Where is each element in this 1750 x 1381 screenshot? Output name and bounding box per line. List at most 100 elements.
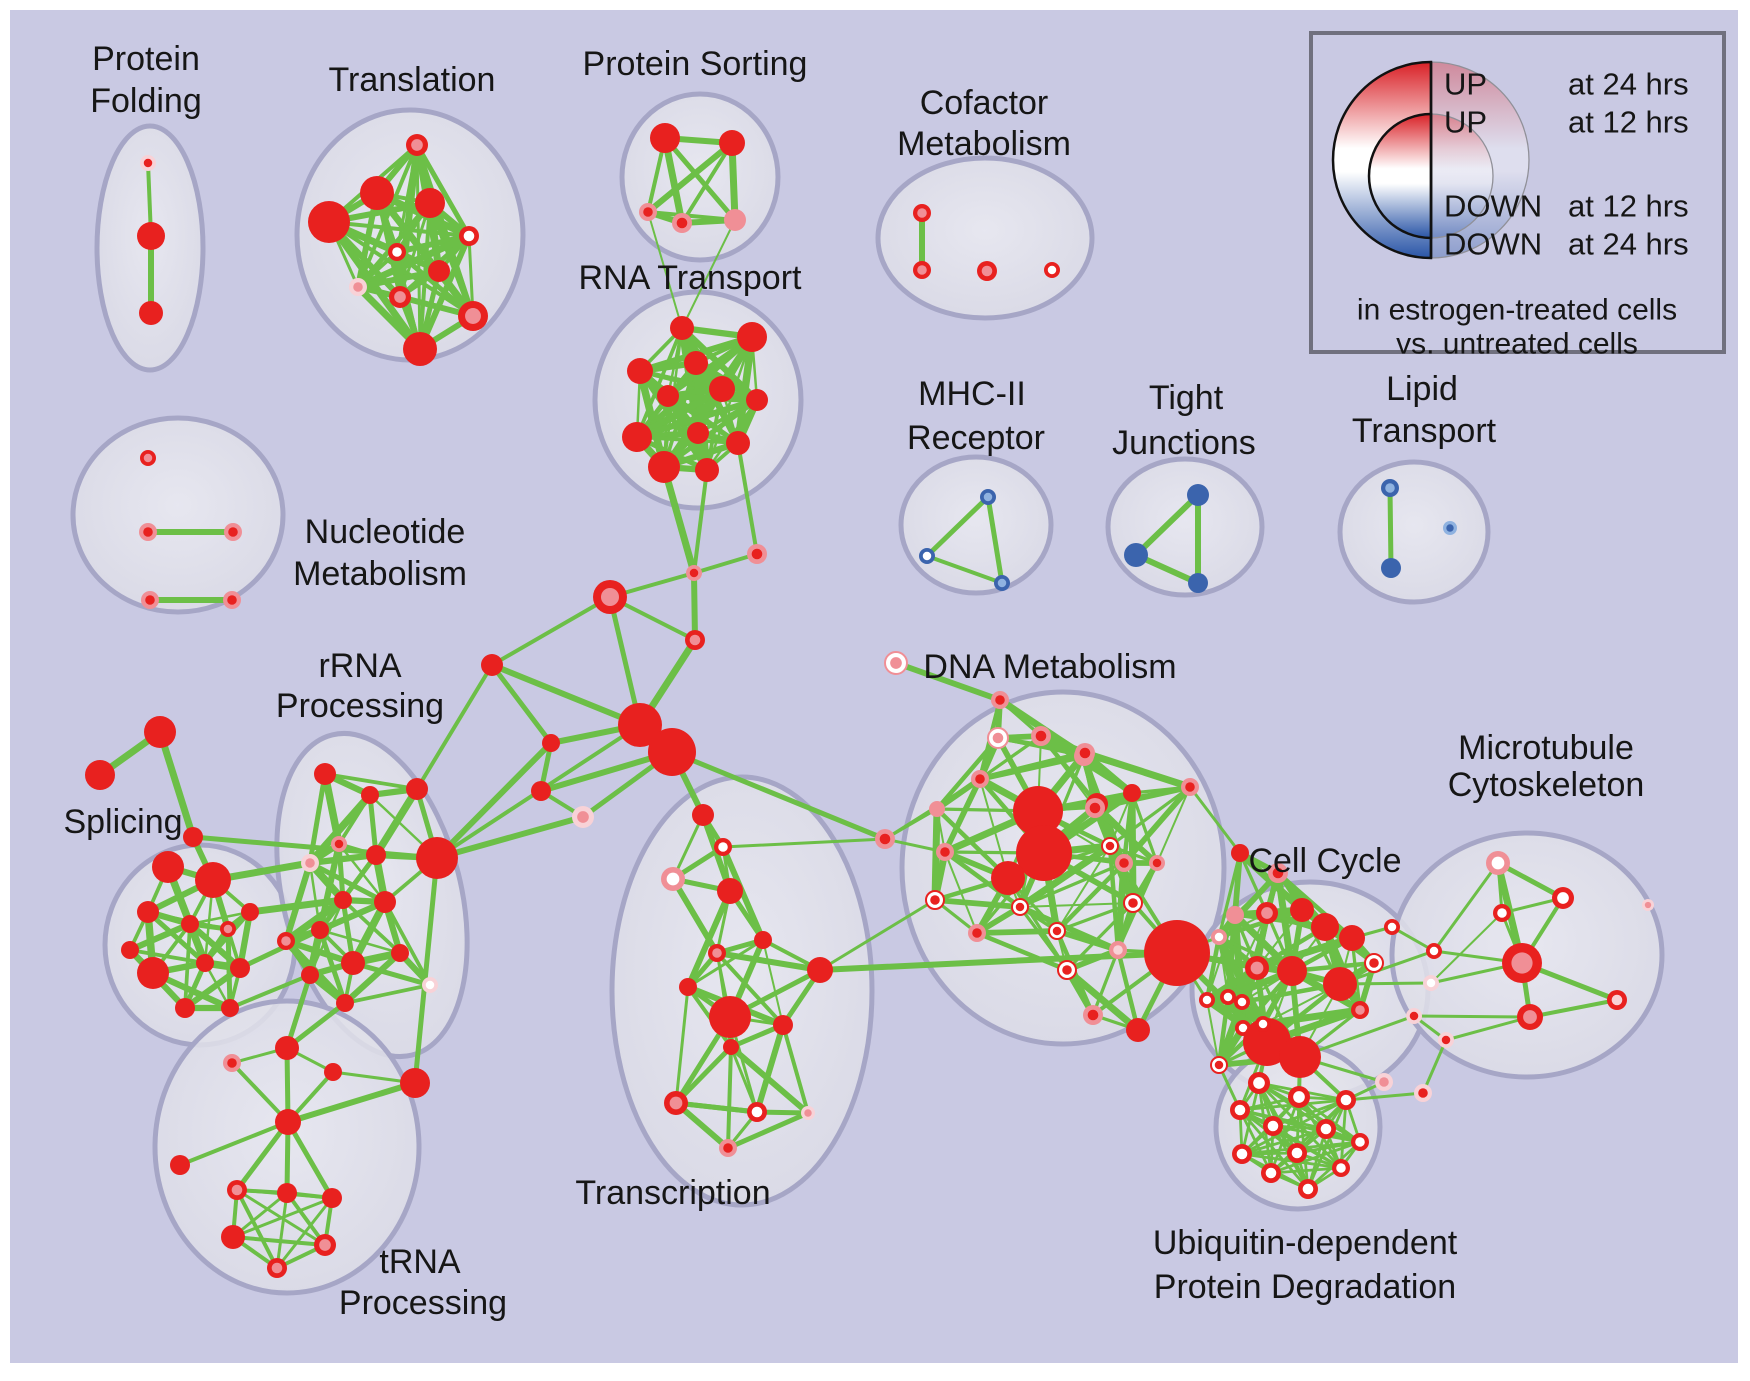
edge <box>1271 1124 1362 1144</box>
edge <box>883 837 947 854</box>
node <box>360 176 394 210</box>
edge <box>316 898 389 934</box>
node-core <box>577 811 589 823</box>
node <box>277 1183 297 1203</box>
node <box>400 1068 430 1098</box>
node-core <box>1409 1011 1419 1021</box>
node-core <box>227 595 237 605</box>
cluster-label-protein-folding: Folding <box>90 82 202 120</box>
edge <box>974 930 1070 973</box>
node-core <box>353 282 363 292</box>
node <box>361 786 379 804</box>
edge <box>412 855 440 1086</box>
edge <box>367 792 379 858</box>
node-core <box>804 1109 812 1117</box>
legend-time-label: at 12 hrs <box>1568 189 1689 224</box>
edge <box>1092 784 1193 811</box>
node <box>1124 543 1148 567</box>
node <box>1290 898 1314 922</box>
cluster-label-lipid-transport: Lipid <box>1386 370 1458 408</box>
cluster-labels: Protein Folding Translation Protein Sorting… <box>63 40 1644 1322</box>
edge <box>284 1000 348 1051</box>
node-core <box>917 265 927 275</box>
node <box>679 978 697 996</box>
cluster-label-microtubule-cytoskeleton: Microtubule <box>1458 729 1634 767</box>
edge <box>306 791 374 867</box>
edge <box>323 772 419 791</box>
node-core <box>1441 1035 1451 1045</box>
node-core <box>666 872 680 886</box>
edge <box>306 851 380 867</box>
edge <box>434 740 554 861</box>
edge <box>1344 1091 1425 1102</box>
edge <box>490 595 612 667</box>
node <box>991 861 1025 895</box>
edge <box>726 1045 733 1150</box>
edge <box>1421 1038 1448 1095</box>
edge <box>1156 786 1191 864</box>
edge <box>282 896 347 945</box>
edge <box>730 1046 809 1114</box>
node <box>170 1155 190 1175</box>
edge <box>754 1022 786 1115</box>
edge <box>680 141 734 225</box>
node-core <box>995 695 1005 705</box>
legend-donut-faded-half <box>1430 113 1494 239</box>
node <box>403 332 437 366</box>
edge <box>285 1119 335 1201</box>
edge <box>762 939 784 1026</box>
cluster-label-nucleotide-metabolism: Nucleotide <box>305 513 466 551</box>
node-core <box>1253 1077 1265 1089</box>
cluster-label-protein-sorting: Protein Sorting <box>583 45 808 83</box>
node <box>230 958 250 978</box>
node-core <box>751 1106 763 1118</box>
edge <box>978 734 1043 781</box>
edge <box>660 463 698 577</box>
edge <box>126 920 194 954</box>
node <box>746 389 768 411</box>
node <box>684 351 708 375</box>
edge <box>275 1196 334 1270</box>
edge <box>635 326 684 439</box>
edge <box>427 200 476 319</box>
node <box>416 837 458 879</box>
edge <box>225 926 233 1011</box>
node-core <box>669 1096 683 1110</box>
node-core <box>1079 747 1091 759</box>
edge <box>1016 842 1114 911</box>
edge <box>1528 998 1619 1019</box>
node <box>657 385 679 407</box>
edge <box>1018 861 1126 909</box>
node <box>650 123 680 153</box>
node-core <box>1320 1123 1332 1135</box>
node-core <box>1291 1147 1303 1159</box>
edge <box>181 964 244 1012</box>
edge <box>237 927 323 971</box>
node <box>622 422 652 452</box>
edge <box>414 142 472 239</box>
cluster-label-protein-folding: Protein <box>92 40 200 78</box>
node <box>366 845 386 865</box>
edge <box>925 554 1004 585</box>
cluster-label-ubiquitin-degradation: Ubiquitin-dependent <box>1153 1224 1458 1262</box>
edge <box>944 851 978 934</box>
node-core <box>1119 858 1129 868</box>
edge <box>942 849 1023 910</box>
node <box>1381 558 1401 578</box>
edge <box>1055 901 1135 933</box>
node <box>627 358 653 384</box>
edge <box>720 844 766 943</box>
node <box>1311 913 1339 941</box>
edge <box>1204 934 1222 1003</box>
edge <box>275 1191 289 1270</box>
node-core <box>1511 952 1533 974</box>
edge <box>1056 845 1111 932</box>
node-core <box>879 833 891 845</box>
node-core <box>689 568 699 578</box>
edge <box>350 960 433 988</box>
edge <box>985 494 1005 586</box>
node <box>648 728 696 776</box>
node <box>1126 1018 1150 1042</box>
edge <box>934 735 1001 812</box>
